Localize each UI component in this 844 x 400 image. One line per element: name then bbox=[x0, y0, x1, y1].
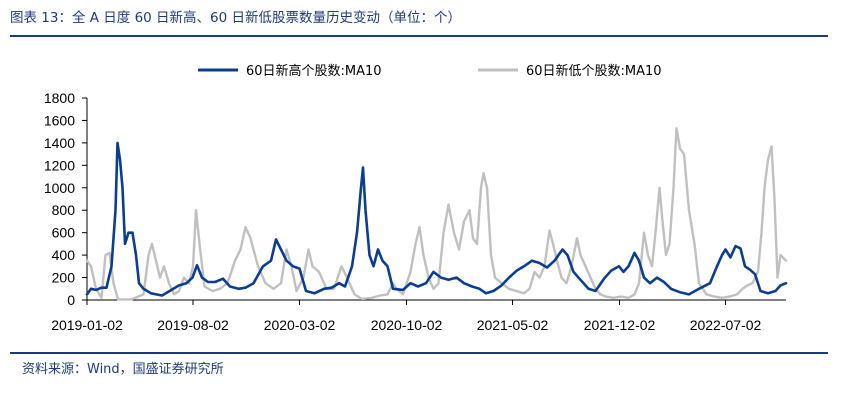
x-tick-label: 2021-05-02 bbox=[477, 317, 549, 333]
chart-title: 图表 13：全 A 日度 60 日新高、60 日新低股票数量历史变动（单位：个） bbox=[10, 10, 462, 26]
x-tick-label: 2022-07-02 bbox=[690, 317, 762, 333]
y-tick-label: 1200 bbox=[44, 157, 75, 173]
x-tick-label: 2019-08-02 bbox=[157, 317, 229, 333]
x-tick-label: 2020-03-02 bbox=[264, 317, 336, 333]
x-tick-label: 2020-10-02 bbox=[371, 317, 443, 333]
x-tick-label: 2019-01-02 bbox=[51, 317, 123, 333]
series-line-new-high bbox=[85, 141, 788, 297]
y-tick-label: 200 bbox=[52, 270, 76, 286]
x-tick-label: 2021-12-02 bbox=[584, 317, 656, 333]
y-tick-label: 400 bbox=[52, 247, 76, 263]
line-chart: 60日新高个股数:MA10 60日新低个股数:MA10 0 200 400 600 800… bbox=[44, 63, 788, 333]
y-tick-label: 1400 bbox=[44, 135, 75, 151]
y-tick-label: 1800 bbox=[44, 90, 75, 106]
y-tick-label: 1600 bbox=[44, 112, 75, 128]
top-divider bbox=[10, 35, 828, 37]
y-tick-label: 0 bbox=[67, 292, 75, 308]
series-layer bbox=[85, 127, 788, 301]
bottom-divider bbox=[10, 352, 828, 354]
y-tick-label: 800 bbox=[52, 202, 76, 218]
y-axis: 0 200 400 600 800 1000 1200 1400 1600 1800 bbox=[44, 90, 88, 308]
y-tick-label: 600 bbox=[52, 225, 76, 241]
y-tick-label: 1000 bbox=[44, 180, 75, 196]
legend: 60日新高个股数:MA10 60日新低个股数:MA10 bbox=[198, 63, 662, 79]
x-axis: 2019-01-02 2019-08-02 2020-03-02 2020-10-02… bbox=[51, 299, 786, 333]
legend-new-low-label: 60日新低个股数:MA10 bbox=[526, 63, 662, 79]
legend-new-high-label: 60日新高个股数:MA10 bbox=[246, 63, 382, 79]
source-note: 资料来源：Wind，国盛证券研究所 bbox=[22, 362, 224, 377]
series-line-new-low bbox=[85, 127, 788, 301]
